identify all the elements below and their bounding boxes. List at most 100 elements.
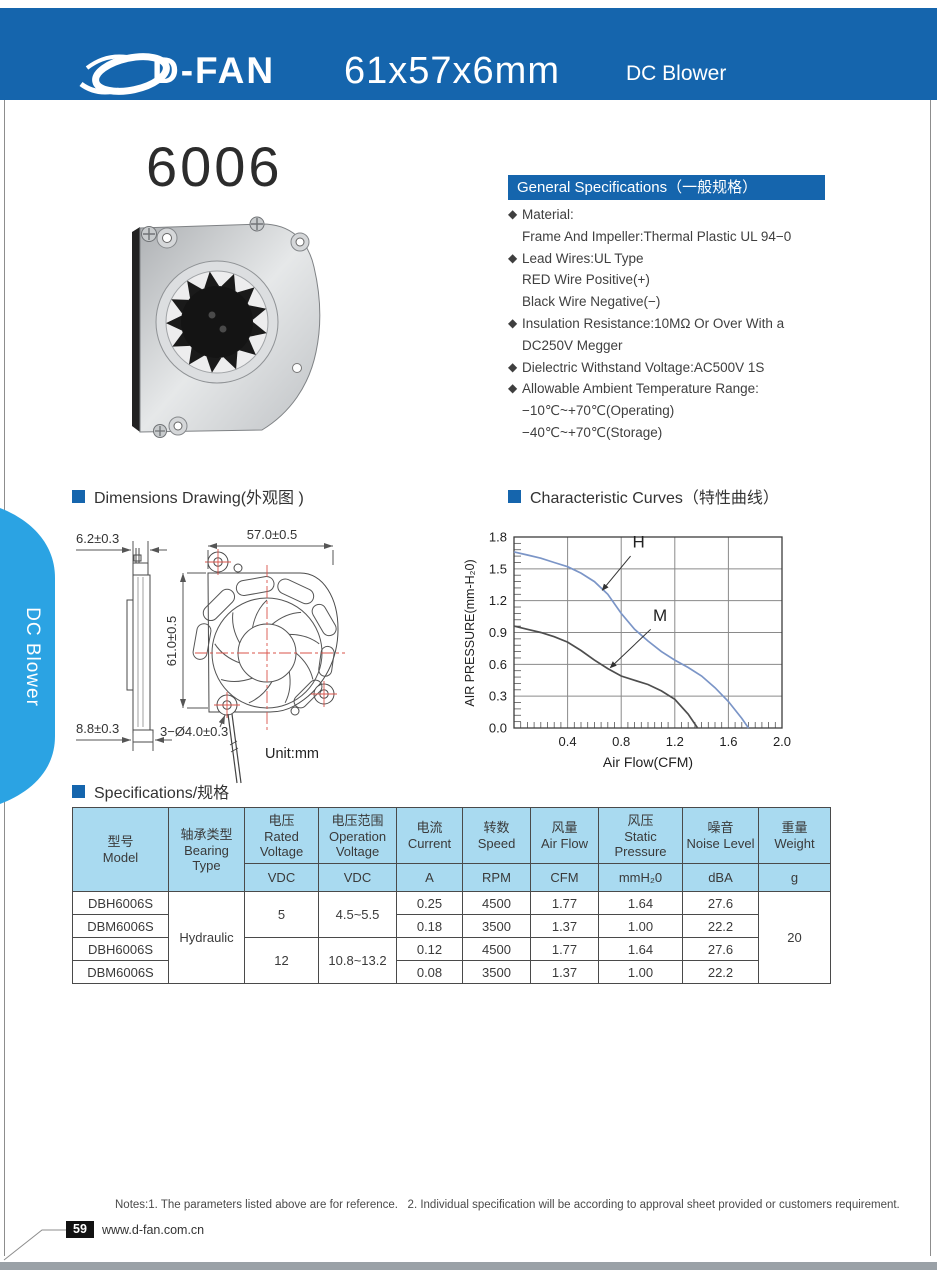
hub-screw [219,325,227,333]
spec-line: DC250V Megger [508,335,928,357]
sidebar-tab-label: DC Blower [22,607,43,707]
spec-text: Allowable Ambient Temperature Range: [522,381,759,397]
th-pressure: 风压 Static Pressure [598,807,683,864]
spec-line: Black Wire Negative(−) [508,291,928,313]
spec-table: 型号 Model 轴承类型 Bearing Type 电压 Rated Voltage… [72,807,831,984]
cell-current: 0.08 [396,960,463,984]
cell-airflow: 1.77 [530,891,599,915]
product-photo [132,216,321,438]
cell-model: DBH6006S [72,891,169,915]
unit-dba: dBA [682,863,759,892]
svg-text:1.5: 1.5 [489,561,507,576]
svg-text:1.2: 1.2 [489,593,507,608]
blue-square-icon [72,784,85,798]
spec-text: DC250V Megger [522,337,623,353]
fan-side-edge [132,227,140,432]
cell-model: DBH6006S [72,937,169,961]
dim-57 [207,543,334,569]
dim-6-2 [76,541,167,563]
cell-pressure: 1.00 [598,914,683,938]
th-bearing: 轴承类型 Bearing Type [168,807,245,892]
diamond-bullet-icon [508,291,522,313]
diamond-bullet-icon: ◆ [508,359,518,374]
th-model: 型号 Model [72,807,169,892]
spec-text: Insulation Resistance:10MΩ Or Over With … [522,315,785,331]
svg-text:0.9: 0.9 [489,625,507,640]
spec-line: ◆ Insulation Resistance:10MΩ Or Over With… [508,313,928,335]
cell-airflow: 1.37 [530,914,599,938]
th-speed: 转数 Speed [462,807,531,864]
th-current: 电流 Current [396,807,463,864]
diamond-bullet-icon [508,422,522,444]
spec-text: Material: [522,207,574,222]
spec-heading: Specifications/规格 [72,779,229,803]
svg-text:0.8: 0.8 [612,734,630,749]
cell-speed: 4500 [462,937,531,961]
cell-speed: 4500 [462,891,531,915]
unit-vdc: VDC [318,863,397,892]
spec-text: Black Wire Negative(−) [522,294,661,310]
cell-noise: 27.6 [682,891,759,915]
dim-side-top-label: 6.2±0.3 [76,531,119,546]
spec-line: ◆ Allowable Ambient Temperature Range: [508,378,928,400]
front-view [192,549,345,784]
spec-text: −40℃~+70℃(Storage) [522,424,663,440]
svg-text:M: M [653,606,667,625]
cell-pressure: 1.00 [598,960,683,984]
unit-rpm: RPM [462,863,531,892]
header-bar: D-FAN 61x57x6mm DC Blower [0,8,937,100]
diamond-bullet-icon [508,400,522,422]
diamond-bullet-icon: ◆ [508,207,518,221]
dimensions-heading-text: Dimensions Drawing(外观图 ) [94,490,304,507]
spec-text: Frame And Impeller:Thermal Plastic UL 94… [522,228,792,244]
cell-current: 0.18 [396,914,463,938]
unit-mmh2o: mmH₂0 [598,863,683,892]
dim-width-label: 57.0±0.5 [247,527,298,542]
svg-text:0.6: 0.6 [489,657,507,672]
center-lines [195,549,345,730]
cell-pressure: 1.64 [598,937,683,961]
cell-bearing: Hydraulic [168,891,245,984]
y-axis-title: AIR PRESSURE(mm-H₂0) [463,559,477,706]
unit-note: Unit:mm [265,746,319,762]
diamond-bullet-icon: ◆ [508,381,518,396]
th-rated-voltage: 电压 Rated Voltage [244,807,319,864]
bottom-bar [0,1262,937,1270]
dim-holes-label: 3−Ø4.0±0.3 [160,724,228,739]
cell-speed: 3500 [462,914,531,938]
page-border-right [930,100,931,1256]
cell-current: 0.12 [396,937,463,961]
dim-side-bottom-label: 8.8±0.3 [76,721,119,736]
spec-line: RED Wire Positive(+) [508,269,928,291]
cell-airflow: 1.77 [530,937,599,961]
cell-current: 0.25 [396,891,463,915]
corner-tail-line [3,1229,66,1261]
spec-line: ◆ Dielectric Withstand Voltage:AC500V 1S [508,357,928,379]
cell-noise: 22.2 [682,914,759,938]
cell-speed: 3500 [462,960,531,984]
dim-height-label: 61.0±0.5 [164,616,179,667]
svg-text:1.2: 1.2 [666,734,684,749]
curves-heading-text: Characteristic Curves（特性曲线） [530,490,779,507]
fan-size-title: 61x57x6mm [344,50,560,92]
holes-leader-line [218,714,226,728]
side-view [126,548,154,743]
spec-text: Lead Wires:UL Type [522,250,644,266]
spec-heading-text: Specifications/规格 [94,785,230,802]
cell-rated-voltage: 5 [244,891,319,938]
cell-noise: 22.2 [682,960,759,984]
fan-mounting-ears [156,227,310,436]
impeller-hub [181,286,253,358]
website-text: www.d-fan.com.cn [102,1223,205,1237]
x-axis-title: Air Flow(CFM) [603,754,693,770]
hub-screw [208,311,216,319]
diamond-bullet-icon [508,269,522,291]
page-number-badge: 59 [66,1221,94,1238]
lead-wires [227,713,242,784]
th-airflow: 风量 Air Flow [530,807,599,864]
cell-airflow: 1.37 [530,960,599,984]
unit-g: g [758,863,831,892]
cell-pressure: 1.64 [598,891,683,915]
spec-text: RED Wire Positive(+) [522,272,650,288]
svg-text:0.4: 0.4 [559,734,577,749]
